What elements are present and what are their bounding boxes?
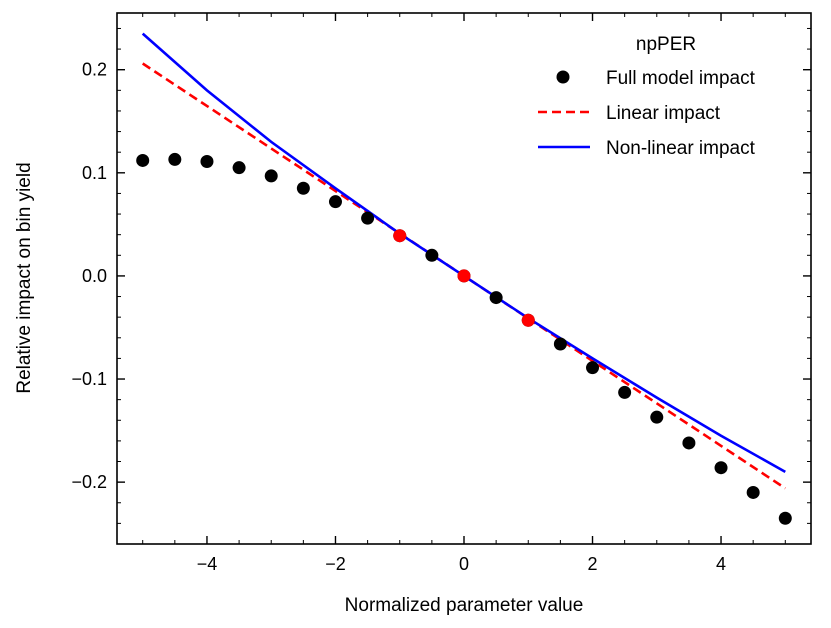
y-tick-label: 0.2 — [82, 60, 107, 80]
highlighted-points-point — [457, 269, 471, 283]
full-model-impact-point — [682, 436, 696, 450]
x-tick-labels: −4 −2 0 2 4 — [197, 554, 726, 574]
series-layer — [136, 32, 792, 525]
x-tick-label: −4 — [197, 554, 218, 574]
full-model-impact-point — [586, 361, 600, 375]
full-model-impact-point — [746, 485, 760, 499]
full-model-impact-point — [328, 195, 342, 209]
y-tick-label: 0.1 — [82, 163, 107, 183]
full-model-impact-point — [264, 169, 278, 183]
legend-label-nonlinear: Non-linear impact — [606, 138, 756, 159]
full-model-impact-point — [778, 511, 792, 525]
full-model-impact-point — [200, 154, 214, 168]
x-axis-label: Normalized parameter value — [345, 595, 584, 616]
legend-marker-full-model — [556, 70, 570, 84]
full-model-impact-point — [650, 410, 664, 424]
highlighted-points-point — [521, 313, 535, 327]
y-tick-label: −0.2 — [71, 472, 107, 492]
y-axis-label: Relative impact on bin yield — [14, 162, 35, 393]
legend-title: npPER — [636, 34, 696, 55]
y-tick-label: −0.1 — [71, 369, 107, 389]
legend: npPER Full model impact Linear impact No… — [538, 34, 756, 159]
legend-label-full-model: Full model impact — [606, 68, 756, 89]
legend-label-linear: Linear impact — [606, 103, 721, 124]
x-tick-label: 0 — [459, 554, 469, 574]
full-model-impact-point — [618, 385, 632, 399]
full-model-impact-point — [553, 337, 567, 351]
y-tick-label: 0.0 — [82, 266, 107, 286]
ticks — [117, 13, 811, 545]
full-model-impact-point — [361, 211, 375, 225]
x-tick-label: −2 — [325, 554, 346, 574]
full-model-impact-point — [136, 153, 150, 167]
full-model-impact-point — [489, 291, 503, 305]
x-tick-label: 4 — [716, 554, 726, 574]
full-model-impact-point — [714, 461, 728, 475]
full-model-impact-point — [232, 161, 246, 175]
highlighted-points-point — [393, 229, 407, 243]
full-model-impact-point — [168, 152, 182, 166]
x-tick-label: 2 — [588, 554, 598, 574]
full-model-impact-point — [425, 248, 439, 262]
y-tick-labels: −0.2 −0.1 0.0 0.1 0.2 — [71, 60, 107, 492]
full-model-impact-point — [296, 181, 310, 195]
